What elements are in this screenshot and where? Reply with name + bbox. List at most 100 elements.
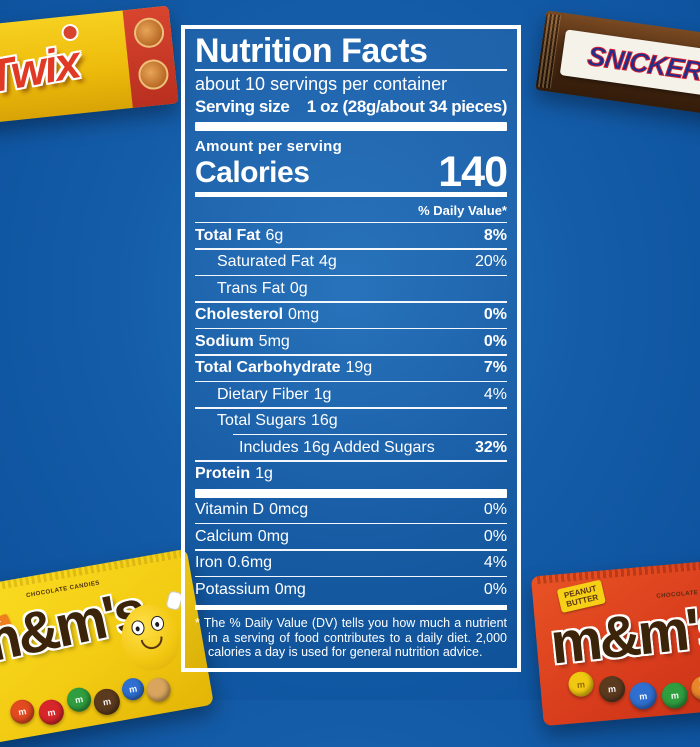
cookie-bar-icon — [136, 58, 170, 92]
mms-peanut-butter-bag-image: PEANUT BUTTER CHOCOLATE CANDIES m&m's m … — [530, 555, 700, 727]
candy-red: m — [36, 697, 66, 727]
divider-indented — [233, 433, 507, 435]
divider — [195, 221, 507, 223]
nutrient-name: Protein — [195, 465, 251, 482]
vitamin-dv: 4% — [483, 554, 507, 571]
divider — [195, 248, 507, 250]
vitamin-amount: 0mg — [274, 580, 306, 598]
nutrient-dv: 0% — [483, 306, 507, 323]
snickers-bar-image: SNICKERS — [535, 10, 700, 118]
nutrient-name: Sodium — [195, 332, 254, 350]
calories-label: Calories — [195, 155, 310, 189]
nutrient-row-total-fat: Total Fat 6g 8% — [195, 223, 507, 248]
divider — [195, 460, 507, 462]
nutrient-row-saturated-fat: Saturated Fat 4g 20% — [195, 250, 507, 275]
candy-peanut — [144, 675, 173, 704]
daily-value-footnote: * The % Daily Value (DV) tells you how m… — [195, 616, 507, 659]
divider — [195, 575, 507, 577]
vitamin-row-potassium: Potassium 0mg 0% — [195, 577, 507, 602]
nutrient-row-total-carbohydrate: Total Carbohydrate 19g 7% — [195, 356, 507, 381]
divider — [195, 522, 507, 524]
candy-brown: m — [597, 674, 627, 704]
nutrition-facts-panel: Nutrition Facts about 10 servings per co… — [181, 25, 521, 672]
divider — [195, 69, 507, 71]
nutrient-name: Dietary Fiber — [217, 385, 309, 403]
nutrient-name: Saturated Fat — [217, 253, 314, 270]
snickers-label-band: SNICKERS — [559, 29, 700, 101]
vitamin-amount: 0mg — [257, 527, 289, 545]
thick-divider-bar — [195, 121, 507, 131]
nutrient-dv: 0% — [483, 332, 507, 350]
nutrient-amount: 5mg — [258, 332, 290, 350]
nutrient-amount: 4g — [318, 253, 337, 270]
vitamin-name: Potassium — [195, 580, 270, 598]
candy-yellow: m — [567, 670, 595, 698]
nutrient-name: Cholesterol — [195, 306, 284, 323]
calories-value: 140 — [438, 147, 508, 196]
nutrient-amount: 16g — [310, 412, 338, 429]
nutrient-name: Includes 16g Added Sugars — [239, 438, 435, 456]
nutrient-name: Total Fat — [195, 226, 261, 244]
vitamin-name: Vitamin D — [195, 501, 265, 518]
divider — [195, 380, 507, 382]
serving-size-row: Serving size 1 oz (28g/about 34 pieces) — [195, 96, 507, 117]
wrapper-crimp — [535, 13, 561, 89]
nutrient-name: Total Sugars — [217, 412, 306, 429]
candy-orange: m — [8, 697, 37, 726]
serving-size-label: Serving size — [195, 96, 290, 116]
nutrient-amount: 6g — [265, 226, 284, 244]
calories-row: Calories 140 — [195, 147, 508, 196]
vitamin-row-vitamin-d: Vitamin D 0mcg 0% — [195, 498, 507, 523]
divider — [195, 354, 507, 356]
thick-divider-bar — [195, 488, 507, 498]
nutrient-amount: 0mg — [288, 306, 320, 323]
nutrient-row-cholesterol: Cholesterol 0mg 0% — [195, 303, 507, 328]
nutrient-dv: 7% — [483, 359, 507, 376]
vitamin-dv: 0% — [483, 501, 507, 518]
nutrient-row-dietary-fiber: Dietary Fiber 1g 4% — [195, 382, 507, 407]
nutrient-dv: 4% — [483, 385, 507, 403]
snickers-logo: SNICKERS — [585, 40, 700, 89]
medium-divider-bar — [195, 191, 507, 197]
divider — [195, 301, 507, 303]
nutrient-name: Total Carbohydrate — [195, 359, 341, 376]
daily-value-header: % Daily Value* — [418, 202, 507, 218]
nutrient-name: Trans Fat — [217, 279, 285, 297]
nutrient-amount: 1g — [255, 465, 273, 482]
nutrient-row-trans-fat: Trans Fat 0g — [195, 276, 507, 301]
vitamin-row-calcium: Calcium 0mg 0% — [195, 524, 507, 549]
medium-divider-bar — [195, 605, 507, 610]
candy-green: m — [660, 681, 689, 710]
vitamin-name: Calcium — [195, 527, 253, 545]
wrapper-crimp — [536, 556, 700, 585]
vitamin-name: Iron — [195, 554, 223, 571]
nutrient-row-added-sugars: Includes 16g Added Sugars 32% — [195, 435, 507, 460]
nutrient-dv: 8% — [483, 226, 507, 244]
divider — [195, 549, 507, 551]
nutrient-row-protein: Protein 1g — [195, 462, 507, 487]
twix-bar-image: 250 CALORIES PER PACK Twix — [0, 5, 179, 125]
nutrient-row-sodium: Sodium 5mg 0% — [195, 329, 507, 354]
vitamin-dv: 0% — [483, 580, 507, 598]
nutrient-amount: 19g — [345, 359, 373, 376]
nutrition-facts-title: Nutrition Facts — [195, 32, 428, 70]
divider — [195, 407, 507, 409]
twix-cookie-panel — [122, 5, 179, 108]
nutrient-row-total-sugars: Total Sugars 16g — [195, 409, 507, 434]
vitamin-dv: 0% — [483, 527, 507, 545]
nutrient-dv: 32% — [474, 438, 507, 456]
vitamin-amount: 0.6mg — [227, 554, 273, 571]
servings-per-container: about 10 servings per container — [195, 73, 448, 94]
vitamin-amount: 0mcg — [269, 501, 309, 518]
amount-per-serving-label: Amount per serving — [195, 137, 343, 155]
divider — [195, 274, 507, 276]
candy-blue: m — [120, 676, 146, 702]
divider — [195, 327, 507, 329]
nutrient-amount: 0g — [289, 279, 308, 297]
serving-size-value: 1 oz (28g/about 34 pieces) — [306, 96, 508, 116]
candy-blue: m — [628, 681, 658, 711]
candy-brown: m — [91, 686, 122, 717]
cookie-bar-icon — [132, 16, 166, 50]
nutrient-amount: 1g — [313, 385, 332, 403]
